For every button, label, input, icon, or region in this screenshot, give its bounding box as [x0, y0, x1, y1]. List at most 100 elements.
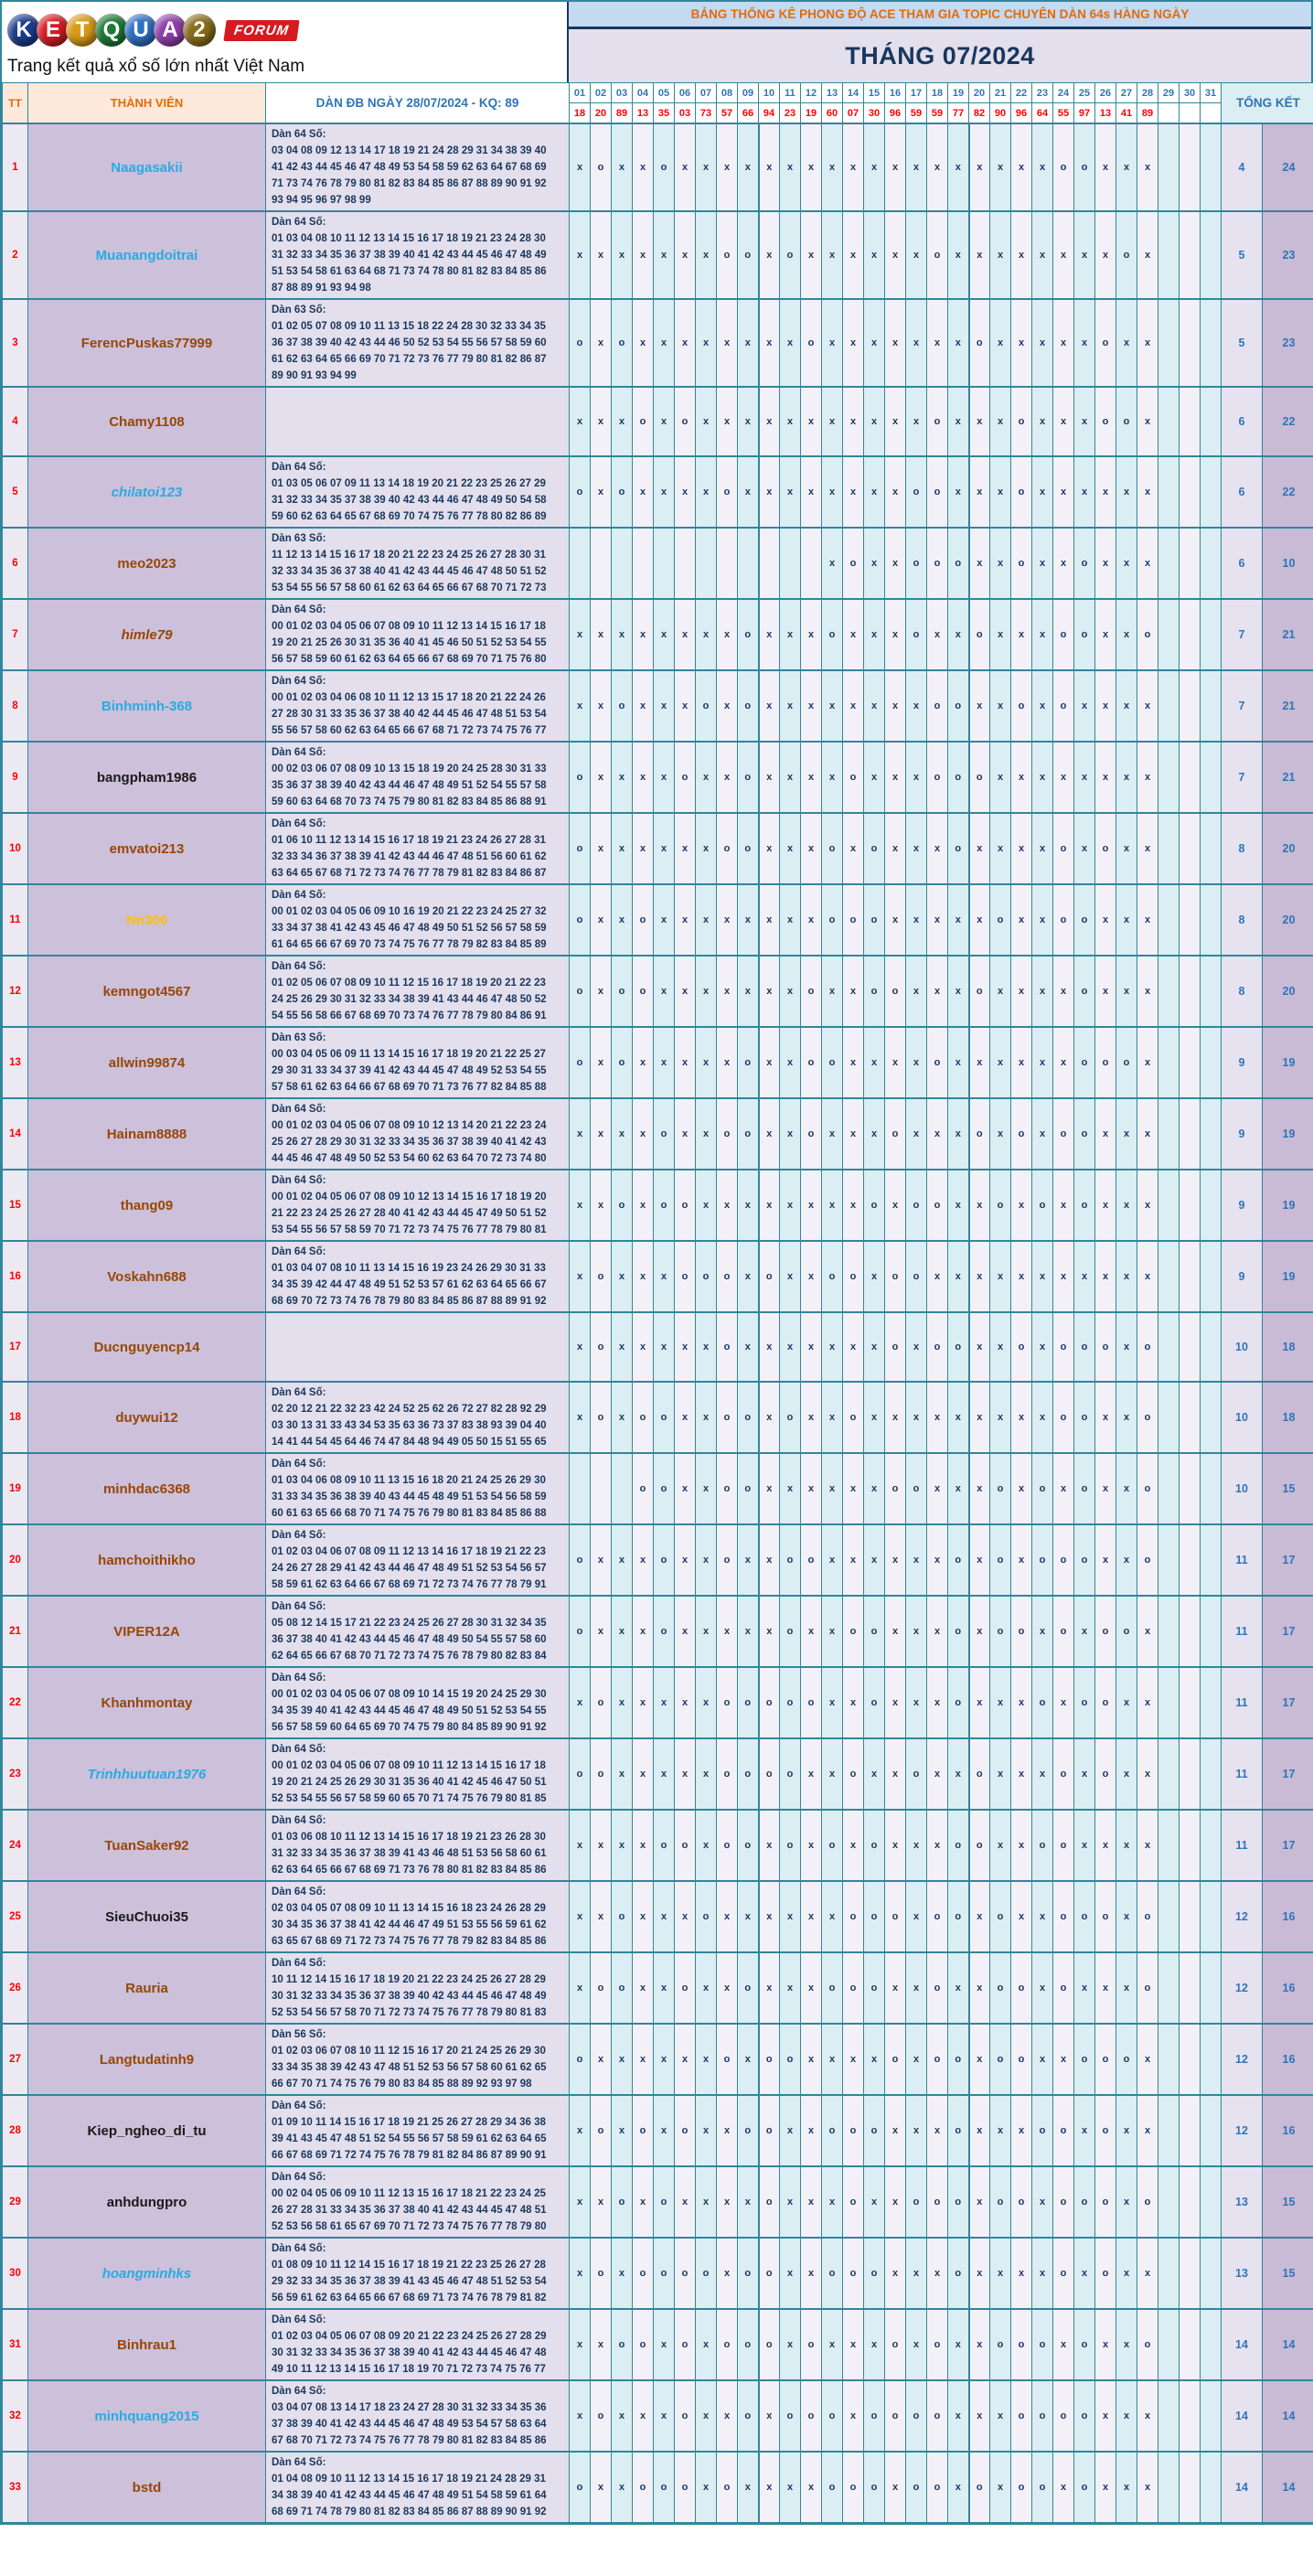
- member-name[interactable]: chilatoi123: [111, 484, 183, 500]
- member-name[interactable]: Ducnguyencp14: [93, 1339, 200, 1355]
- mark-cell: x: [1094, 1240, 1116, 1313]
- member-name[interactable]: VIPER12A: [113, 1623, 180, 1640]
- mark-cell: o: [737, 1666, 759, 1739]
- kq-value-cell: 19: [800, 102, 822, 124]
- forum-badge[interactable]: FORUM: [223, 19, 300, 41]
- member-name[interactable]: kemngot4567: [102, 983, 191, 999]
- mark-cell: x: [1094, 527, 1116, 600]
- member-name[interactable]: SieuChuoi35: [105, 1908, 188, 1925]
- dan-numbers-line: 59 60 63 64 68 70 73 74 75 79 80 81 82 8…: [272, 796, 547, 807]
- mark-cell: x: [779, 2237, 801, 2310]
- mark-cell: o: [1094, 386, 1116, 457]
- mark-cell: o: [863, 883, 885, 957]
- mark-cell: o: [590, 2094, 612, 2167]
- member-name[interactable]: Binhrau1: [116, 2336, 176, 2353]
- mark-cell: [1179, 123, 1201, 212]
- mark-cell: x: [779, 455, 801, 529]
- row-index: 19: [2, 1452, 28, 1525]
- mark-cell: [1179, 1523, 1201, 1597]
- mark-cell: x: [653, 2379, 675, 2453]
- total-hit-cell: 19: [1262, 1169, 1313, 1242]
- mark-cell: [695, 527, 717, 600]
- mark-cell: o: [905, 527, 927, 600]
- dan-cell: Dàn 64 Số: 01 02 03 04 06 07 08 09 11 12 …: [265, 1523, 570, 1597]
- member-name[interactable]: Khanhmontay: [101, 1694, 193, 1711]
- member-name[interactable]: himle79: [121, 626, 173, 643]
- total-miss-cell: 12: [1221, 1880, 1263, 1953]
- mark-cell: o: [611, 1880, 633, 1953]
- row-index: 20: [2, 1523, 28, 1597]
- member-name[interactable]: Nn300: [125, 912, 168, 928]
- member-name[interactable]: minhdac6368: [102, 1480, 191, 1497]
- member-name[interactable]: minhquang2015: [94, 2408, 199, 2424]
- member-name[interactable]: hoangminhks: [101, 2265, 192, 2282]
- mark-cell: x: [611, 741, 633, 814]
- site-logo[interactable]: K E T Q U A 2 FORUM Trang kết quả xổ số lớn nhấ…: [2, 2, 569, 82]
- member-name[interactable]: Muanangdoitrai: [95, 247, 198, 263]
- kq-value-cell: 90: [989, 102, 1011, 124]
- mark-cell: x: [674, 1880, 696, 1953]
- mark-cell: x: [653, 1666, 675, 1739]
- member-name[interactable]: Rauria: [125, 1980, 168, 1996]
- mark-cell: [1179, 1595, 1201, 1668]
- mark-cell: x: [737, 1169, 759, 1242]
- mark-cell: x: [989, 812, 1011, 885]
- member-name[interactable]: thang09: [120, 1197, 174, 1213]
- member-cell: himle79: [27, 598, 266, 671]
- mark-cell: x: [821, 1666, 843, 1739]
- mark-cell: o: [716, 2023, 738, 2096]
- dan-label: Dàn 64 Số:: [272, 676, 326, 687]
- mark-cell: x: [695, 1737, 717, 1811]
- mark-cell: o: [716, 1737, 738, 1811]
- mark-cell: o: [863, 2451, 885, 2523]
- member-name[interactable]: Kiep_ngheo_di_tu: [87, 2122, 207, 2139]
- kq-value-cell: 66: [737, 102, 759, 124]
- mark-cell: x: [611, 1666, 633, 1739]
- mark-cell: o: [821, 1026, 843, 1099]
- mark-cell: o: [569, 298, 591, 388]
- member-name[interactable]: Langtudatinh9: [99, 2051, 195, 2068]
- mark-cell: x: [1094, 598, 1116, 671]
- mark-cell: x: [863, 298, 885, 388]
- mark-cell: x: [905, 2237, 927, 2310]
- mark-cell: o: [1010, 2451, 1032, 2523]
- mark-cell: x: [821, 1523, 843, 1597]
- member-name[interactable]: Chamy1108: [109, 413, 185, 430]
- member-name[interactable]: Hainam8888: [106, 1126, 187, 1142]
- mark-cell: x: [695, 1381, 717, 1454]
- mark-cell: [1158, 1311, 1180, 1383]
- table-row: 23 Trinhhuutuan1976 Dàn 64 Số: 00 01 02 03 …: [2, 1737, 1313, 1811]
- member-name[interactable]: Trinhhuutuan1976: [87, 1766, 207, 1782]
- mark-cell: [1200, 2165, 1222, 2239]
- mark-cell: o: [800, 955, 822, 1028]
- mark-cell: [1200, 669, 1222, 743]
- mark-cell: x: [716, 2379, 738, 2453]
- member-name[interactable]: TuanSaker92: [104, 1837, 189, 1854]
- mark-cell: x: [1073, 1595, 1095, 1668]
- mark-cell: o: [905, 1452, 927, 1525]
- mark-cell: x: [716, 123, 738, 212]
- mark-cell: o: [1010, 2023, 1032, 2096]
- mark-cell: o: [737, 669, 759, 743]
- member-name[interactable]: Binhminh-368: [101, 698, 193, 714]
- member-name[interactable]: allwin99874: [108, 1054, 186, 1071]
- member-name[interactable]: Naagasakii: [111, 159, 183, 176]
- member-name[interactable]: bstd: [132, 2479, 162, 2496]
- mark-cell: x: [674, 1097, 696, 1170]
- total-miss-cell: 6: [1221, 527, 1263, 600]
- dan-cell: Dàn 64 Số: 02 20 12 21 22 32 23 42 24 52 …: [265, 1381, 570, 1454]
- dan-cell: Dàn 56 Số: 01 02 03 06 07 08 10 11 12 15 …: [265, 2023, 570, 2096]
- mark-cell: x: [757, 1169, 780, 1242]
- dan-cell: Dàn 64 Số: 00 02 03 06 07 08 09 10 13 15 …: [265, 741, 570, 814]
- member-name[interactable]: FerencPuskas77999: [80, 335, 213, 351]
- mark-cell: x: [800, 598, 822, 671]
- member-name[interactable]: anhdungpro: [106, 2194, 187, 2210]
- mark-cell: o: [947, 1809, 969, 1882]
- member-name[interactable]: emvatoi213: [109, 840, 185, 857]
- member-name[interactable]: hamchoithikho: [98, 1552, 196, 1568]
- member-name[interactable]: Voskahn688: [107, 1268, 187, 1285]
- member-name[interactable]: duywui12: [115, 1409, 178, 1426]
- mark-cell: x: [1094, 955, 1116, 1028]
- member-name[interactable]: bangpham1986: [96, 769, 197, 786]
- member-name[interactable]: meo2023: [117, 555, 176, 572]
